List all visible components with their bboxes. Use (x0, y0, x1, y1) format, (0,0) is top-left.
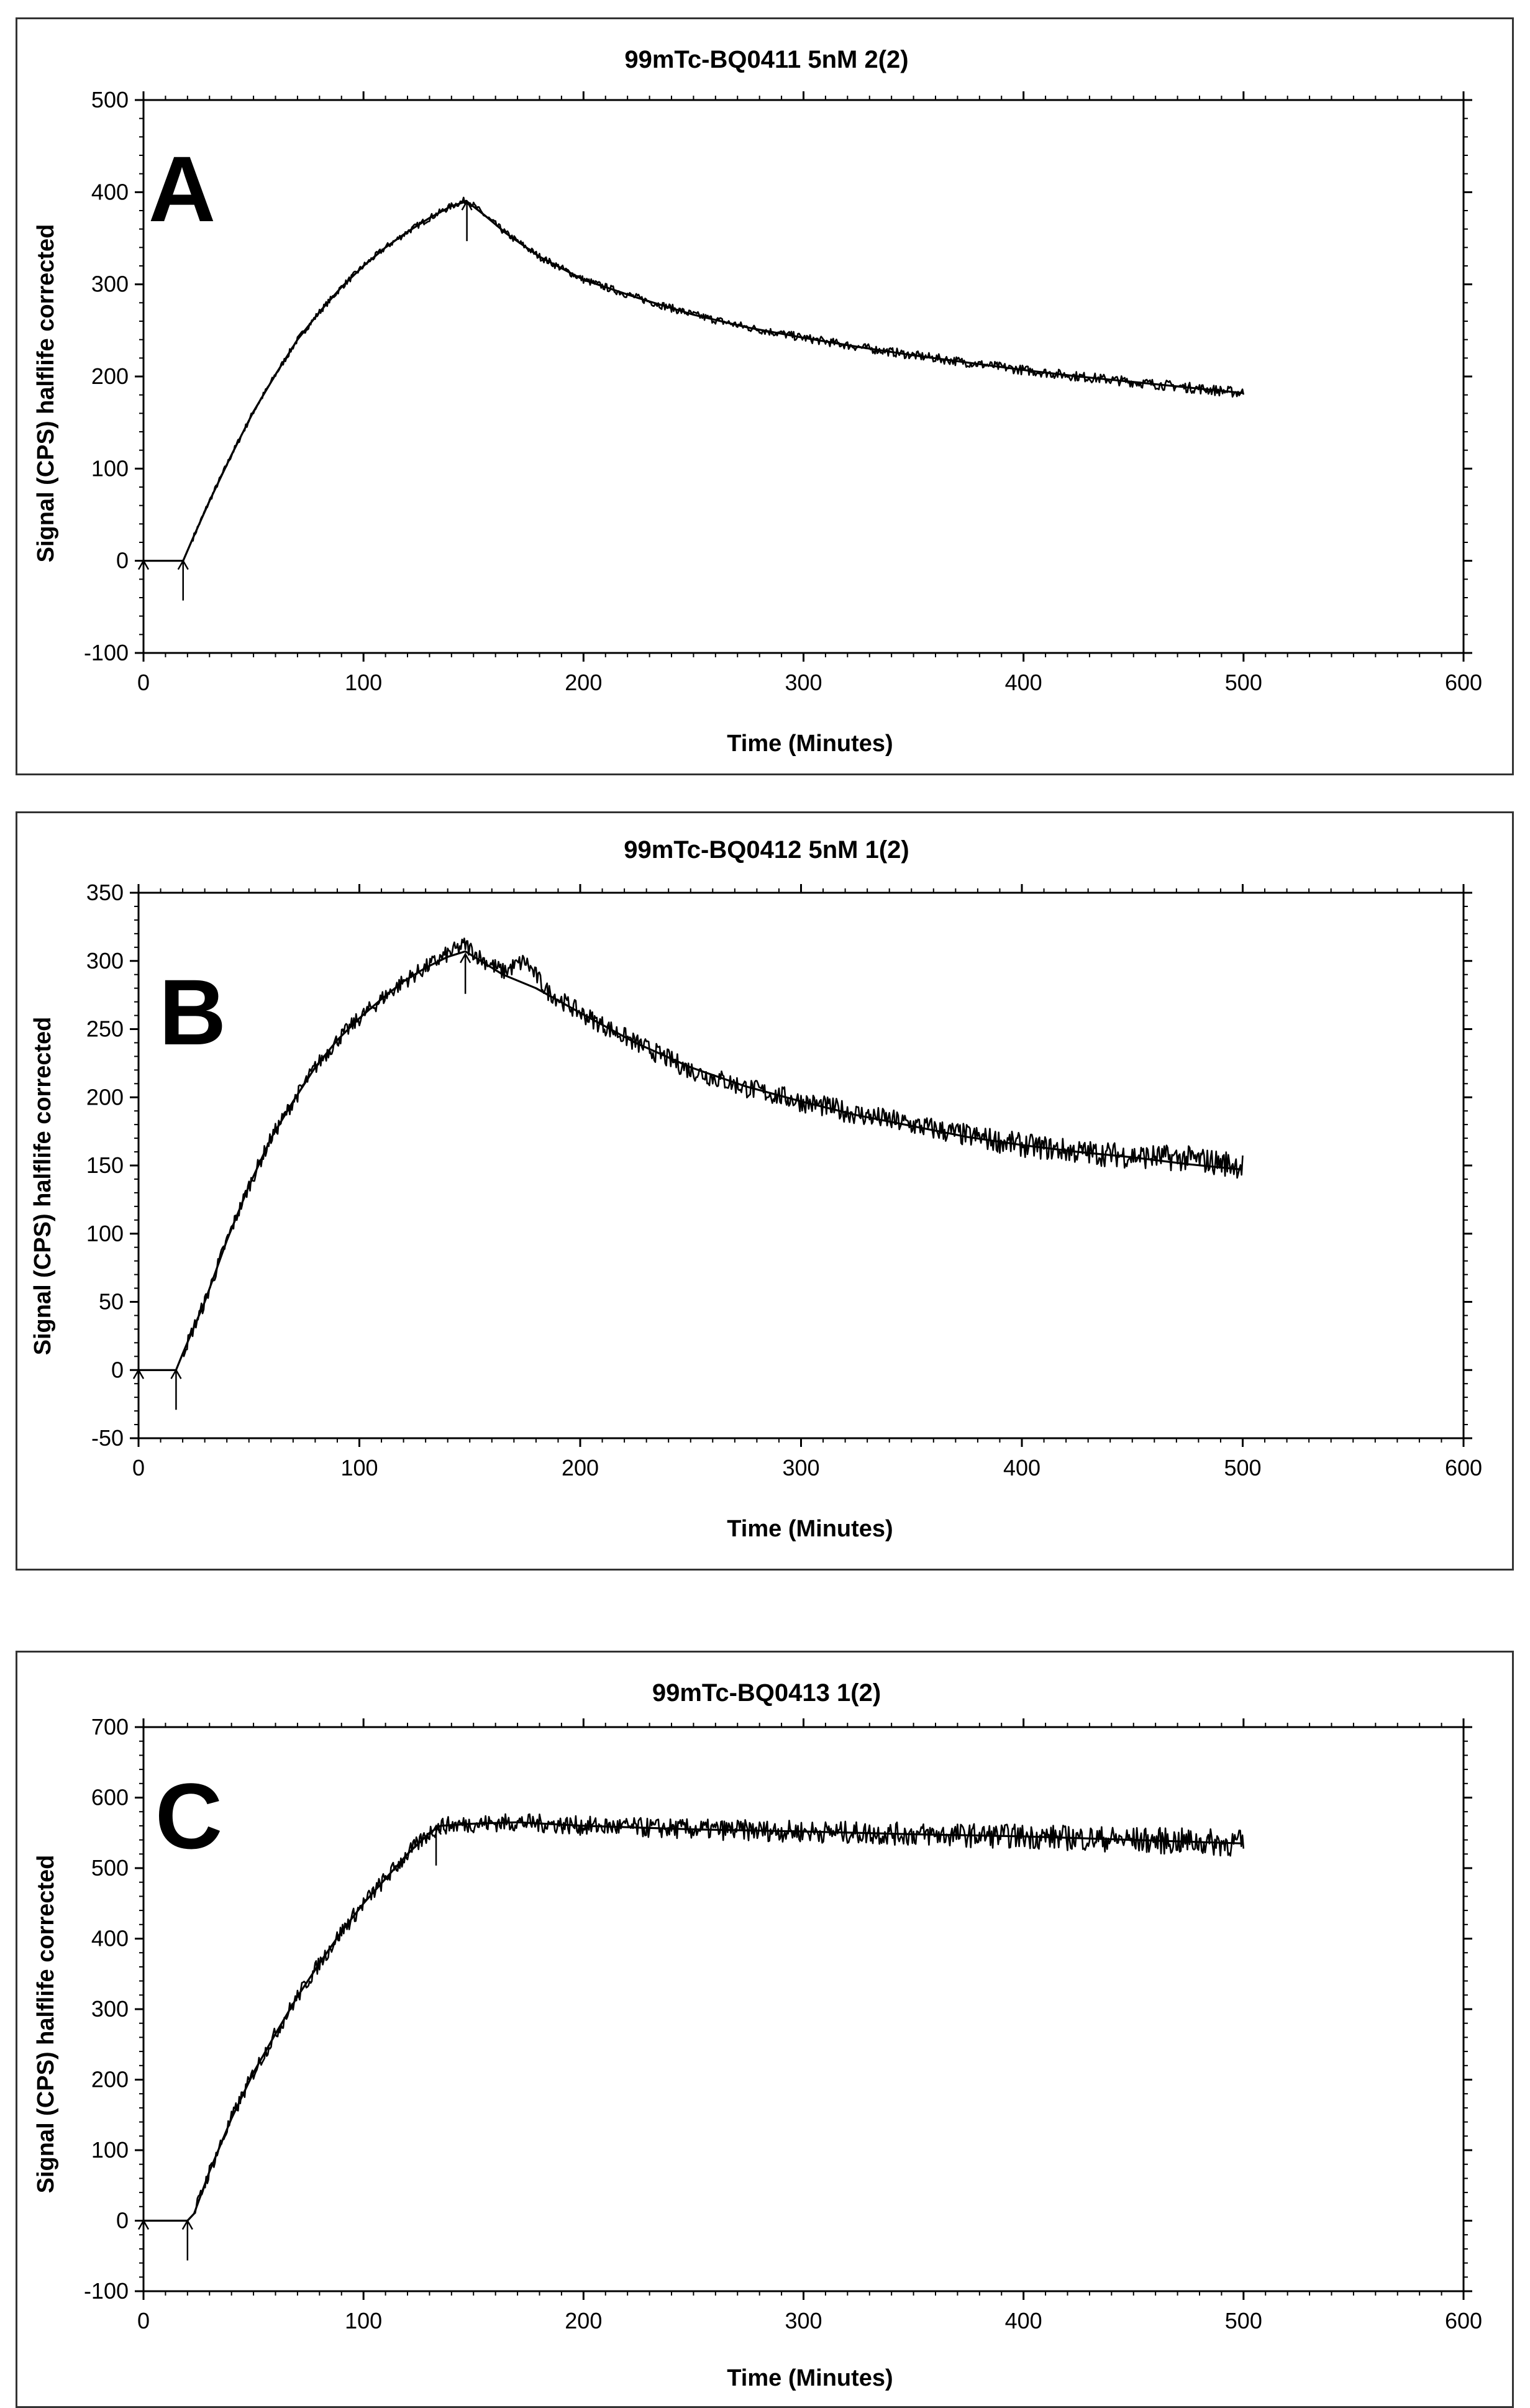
event-marker-head (137, 559, 150, 570)
event-marker (177, 559, 189, 601)
x-axis-label: Time (Minutes) (727, 2365, 893, 2391)
event-marker (170, 1368, 182, 1410)
y-tick-label: -50 (91, 1425, 124, 1451)
chart-panel-b: 99mTc-BQ0412 5nM 1(2) B Time (Minutes) S… (16, 811, 1514, 1571)
y-tick-label: 200 (86, 1084, 124, 1110)
series-line-measured (143, 1813, 1245, 2222)
event-marker (430, 1824, 442, 1866)
event-marker (137, 2219, 150, 2261)
series-line-measured (139, 937, 1244, 1371)
x-tick-label: 600 (1445, 670, 1482, 695)
y-tick-label: 50 (99, 1289, 124, 1315)
y-tick-label: 700 (91, 1714, 129, 1740)
x-tick-label: 600 (1445, 2308, 1482, 2333)
y-tick-label: 300 (91, 1996, 129, 2022)
x-tick-label: 300 (785, 670, 822, 695)
y-tick-label: 300 (91, 271, 129, 297)
x-tick-label: 500 (1225, 2308, 1262, 2333)
event-marker (181, 2219, 193, 2261)
x-tick-label: 200 (562, 1455, 599, 1480)
event-marker-head (181, 2219, 193, 2230)
x-tick-label: 300 (785, 2308, 822, 2333)
x-axis-label: Time (Minutes) (727, 1516, 893, 1542)
y-axis-label: Signal (CPS) halflife corrected (33, 224, 59, 563)
y-tick-label: 0 (111, 1357, 124, 1382)
series-line-fit (143, 1821, 1244, 2222)
x-tick-label: 100 (345, 2308, 382, 2333)
chart-title: 99mTc-BQ0412 5nM 1(2) (624, 836, 909, 864)
x-tick-label: 200 (565, 670, 602, 695)
x-tick-label: 400 (1005, 670, 1042, 695)
y-axis-label: Signal (CPS) halflife corrected (33, 1855, 59, 2194)
x-tick-label: 0 (132, 1455, 145, 1480)
event-marker (460, 952, 471, 994)
y-tick-label: 600 (91, 1785, 129, 1810)
x-tick-label: 500 (1224, 1455, 1261, 1480)
y-tick-label: 100 (86, 1221, 124, 1246)
x-tick-label: 0 (137, 2308, 150, 2333)
y-tick-label: 500 (91, 87, 129, 112)
y-tick-label: 250 (86, 1016, 124, 1042)
chart-title: 99mTc-BQ0411 5nM 2(2) (624, 46, 908, 73)
series-line-fit (139, 950, 1243, 1371)
plot-area (142, 99, 1465, 654)
y-tick-label: 500 (91, 1855, 129, 1881)
y-tick-label: 200 (91, 2067, 129, 2092)
chart-a: 99mTc-BQ0411 5nM 2(2) A Time (Minutes) S… (33, 46, 1482, 757)
x-tick-label: 400 (1005, 2308, 1042, 2333)
x-tick-label: 300 (782, 1455, 819, 1480)
x-tick-label: 100 (340, 1455, 378, 1480)
event-marker (461, 199, 473, 242)
y-tick-label: 300 (86, 948, 124, 974)
plot-area (142, 1726, 1465, 2292)
y-axis-label: Signal (CPS) halflife corrected (30, 1017, 56, 1356)
y-tick-label: 200 (91, 363, 129, 389)
y-tick-label: 350 (86, 880, 124, 905)
x-tick-label: 100 (345, 670, 382, 695)
event-marker-head (430, 1824, 442, 1835)
y-tick-label: -100 (84, 640, 129, 665)
panel-label: B (159, 960, 226, 1064)
y-tick-label: -100 (84, 2278, 129, 2304)
chart-b: 99mTc-BQ0412 5nM 1(2) B Time (Minutes) S… (30, 836, 1482, 1542)
chart-c: 99mTc-BQ0413 1(2) C Time (Minutes) Signa… (33, 1679, 1482, 2391)
y-tick-label: 100 (91, 2137, 129, 2163)
series-line-fit (143, 200, 1244, 562)
event-marker (132, 1368, 145, 1410)
series-line-measured (143, 196, 1245, 562)
y-tick-label: 0 (116, 2208, 129, 2233)
x-axis-label: Time (Minutes) (727, 731, 893, 757)
panel-label: C (155, 1764, 222, 1868)
x-tick-label: 500 (1225, 670, 1262, 695)
event-marker (137, 559, 150, 601)
y-tick-label: 150 (86, 1152, 124, 1178)
plot-area (137, 892, 1465, 1439)
x-tick-label: 200 (565, 2308, 602, 2333)
chart-title: 99mTc-BQ0413 1(2) (652, 1679, 881, 1707)
event-marker-head (460, 952, 471, 964)
chart-panel-c: 99mTc-BQ0413 1(2) C Time (Minutes) Signa… (16, 1651, 1514, 2408)
chart-panel-a: 99mTc-BQ0411 5nM 2(2) A Time (Minutes) S… (16, 17, 1514, 775)
x-tick-label: 400 (1003, 1455, 1040, 1480)
y-tick-label: 0 (116, 548, 129, 573)
event-marker-head (137, 2219, 150, 2230)
y-tick-label: 400 (91, 179, 129, 204)
event-marker-head (177, 559, 189, 570)
x-tick-label: 0 (137, 670, 150, 695)
event-marker-head (132, 1368, 145, 1379)
x-tick-label: 600 (1445, 1455, 1482, 1480)
event-marker-head (461, 199, 473, 211)
y-tick-label: 100 (91, 455, 129, 481)
panel-label: A (148, 137, 216, 241)
event-marker-head (170, 1368, 182, 1379)
y-tick-label: 400 (91, 1926, 129, 1951)
